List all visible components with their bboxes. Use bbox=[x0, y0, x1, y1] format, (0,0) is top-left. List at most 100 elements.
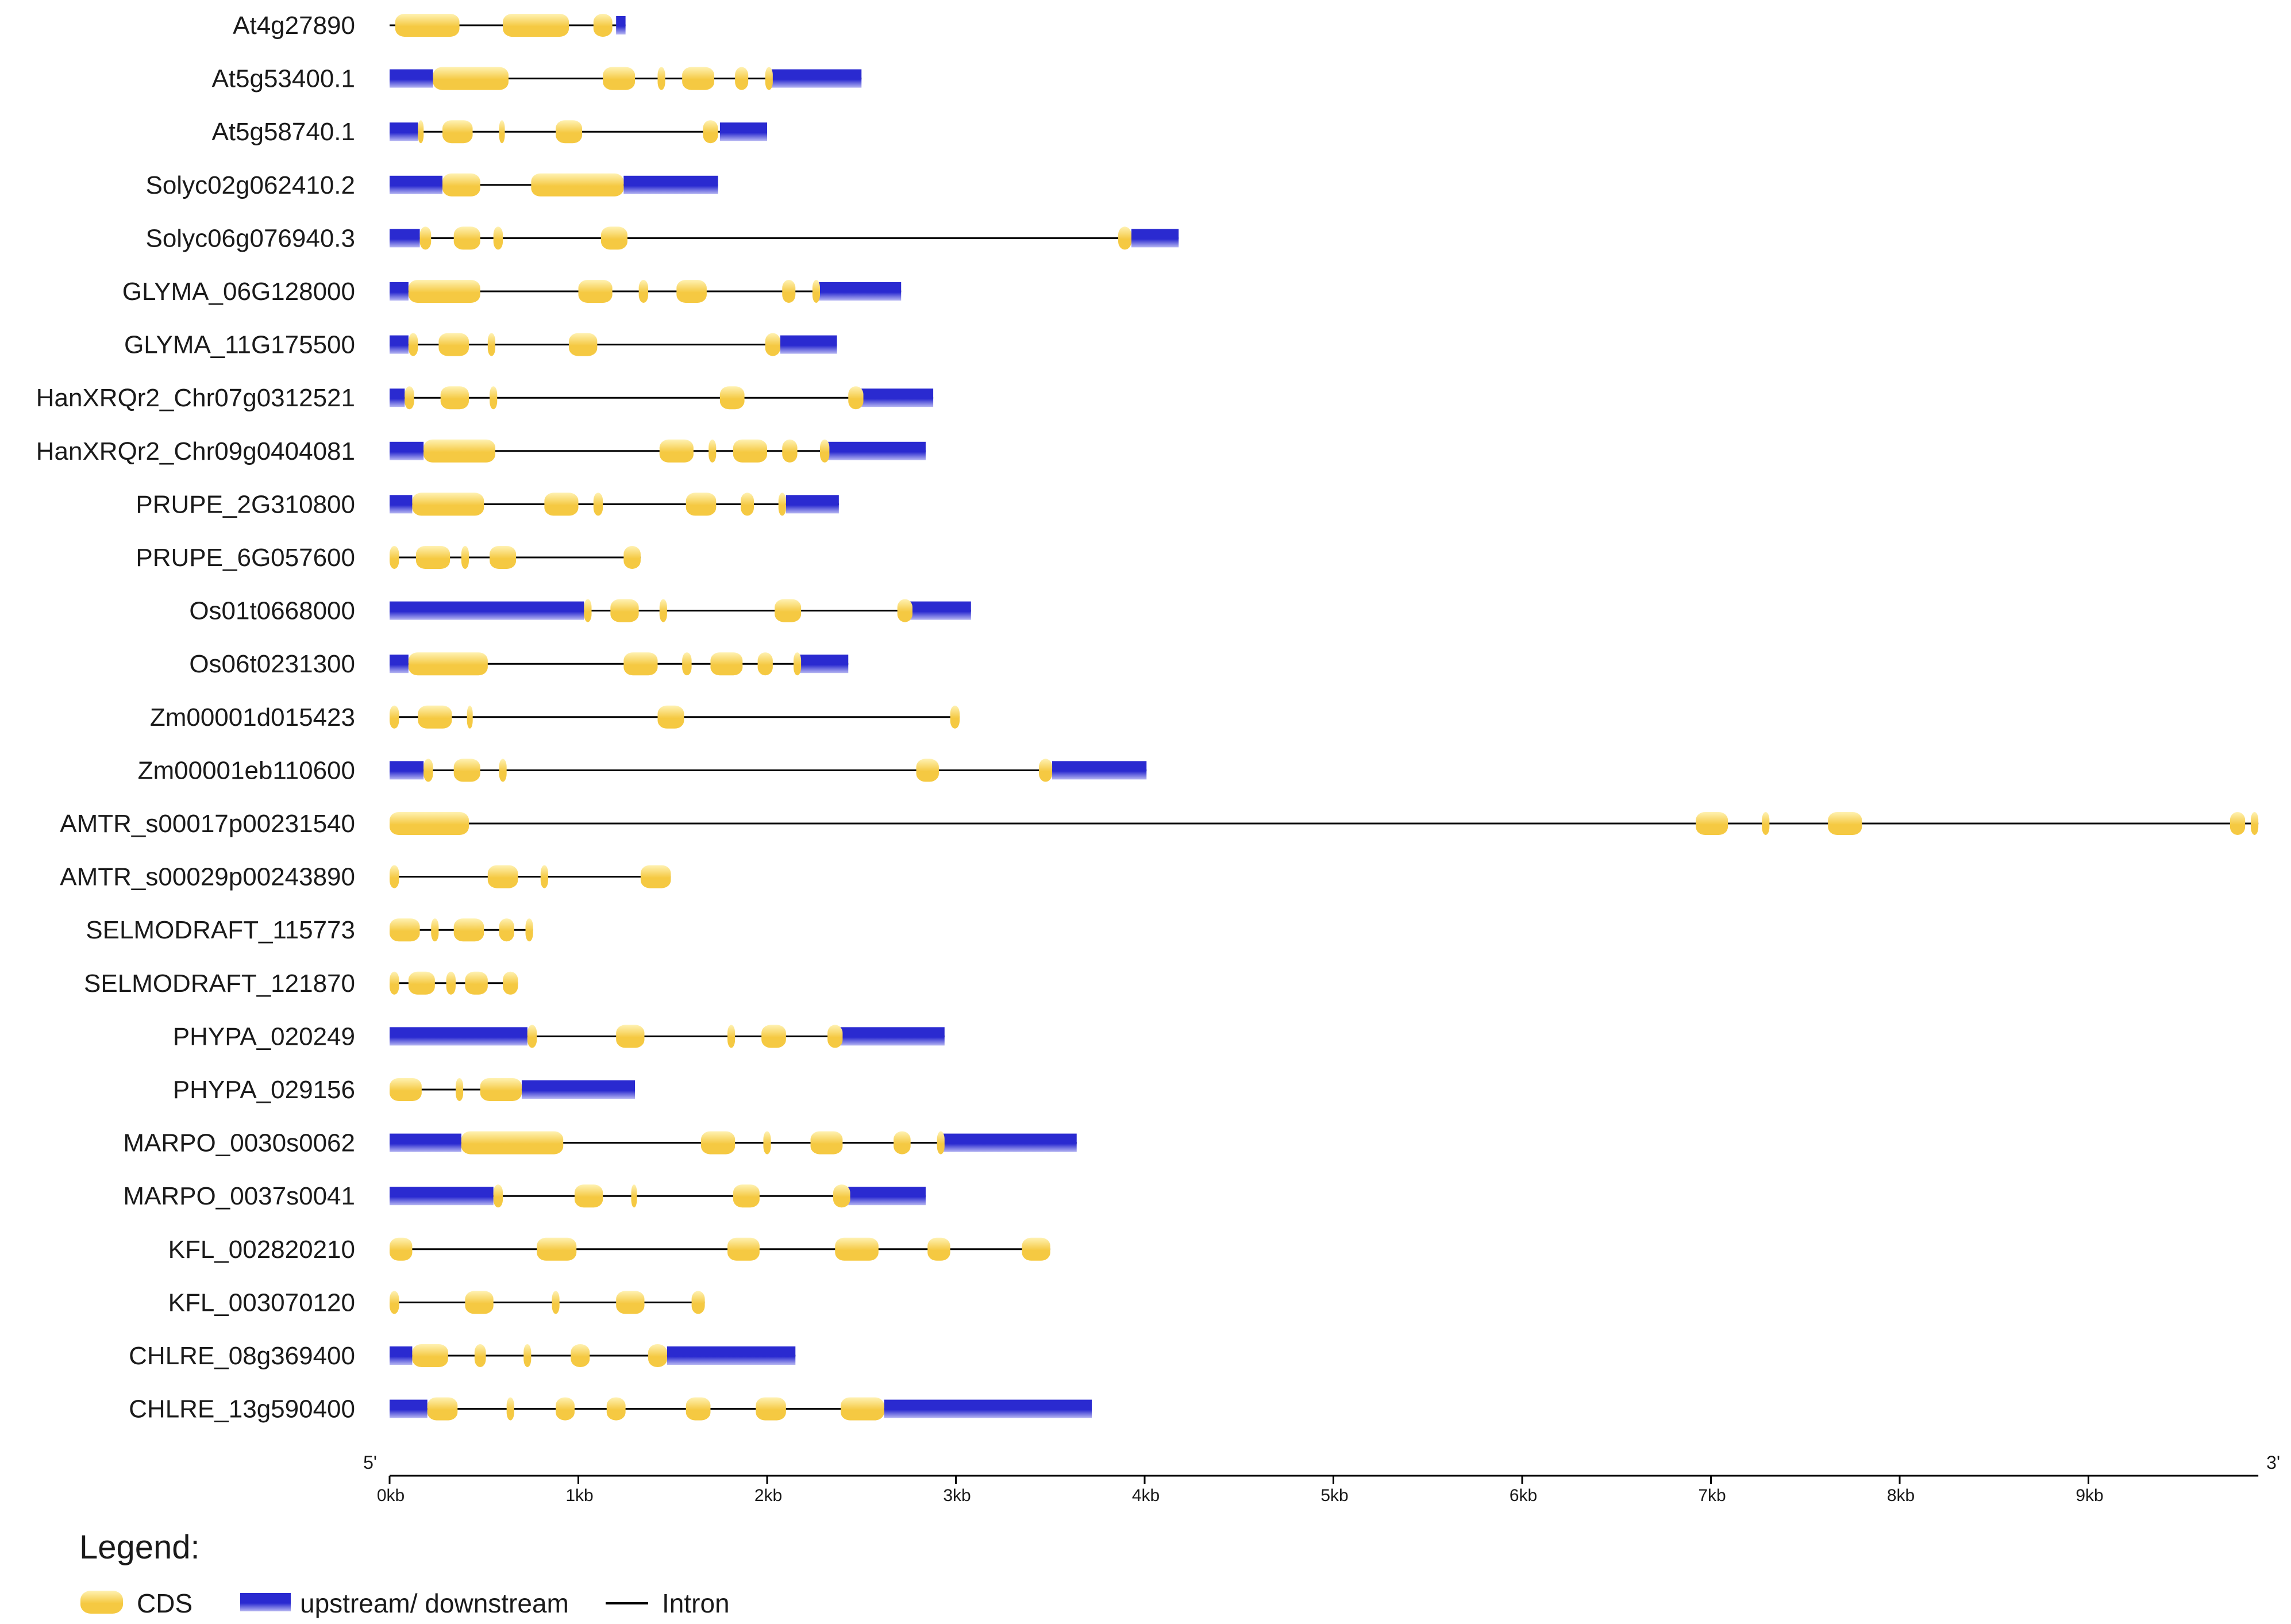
cds-segment bbox=[841, 1397, 884, 1421]
utr-segment bbox=[942, 1133, 1077, 1152]
utr-segment bbox=[521, 1080, 636, 1099]
cds-segment bbox=[1118, 226, 1132, 250]
scale-axis: 5' 3' 0kb 1kb 2kb 3kb 4kb 5kb 6kb 7kb 8kb 9kb bbox=[363, 1452, 2280, 1505]
cds-segment bbox=[616, 1291, 645, 1314]
legend-utr-swatch bbox=[240, 1593, 291, 1611]
cds-segment bbox=[819, 439, 830, 463]
utr-segment bbox=[390, 1027, 527, 1046]
cds-segment bbox=[741, 492, 754, 516]
gene-label: SELMODRAFT_121870 bbox=[84, 969, 355, 998]
utr-segment bbox=[838, 1027, 945, 1046]
cds-segment bbox=[735, 67, 749, 90]
cds-segment bbox=[682, 652, 692, 676]
gene-row: AMTR_s00029p00243890 bbox=[60, 863, 671, 891]
cds-segment bbox=[578, 280, 613, 303]
cds-segment bbox=[390, 1078, 422, 1101]
cds-segment bbox=[523, 1344, 532, 1367]
tick-label: 2kb bbox=[754, 1486, 782, 1505]
gene-row: Solyc06g076940.3 bbox=[145, 224, 1179, 252]
gene-label: AMTR_s00029p00243890 bbox=[60, 863, 355, 891]
gene-label: Solyc06g076940.3 bbox=[145, 224, 355, 252]
cds-segment bbox=[897, 599, 912, 622]
gene-label: Os01t0668000 bbox=[189, 597, 355, 625]
cds-segment bbox=[616, 1025, 645, 1048]
cds-segment bbox=[623, 652, 658, 676]
gene-label: Os06t0231300 bbox=[189, 650, 355, 678]
cds-segment bbox=[756, 1397, 786, 1421]
cds-segment bbox=[782, 439, 798, 463]
gene-row: HanXRQr2_Chr09g0404081 bbox=[36, 437, 926, 465]
tick-label: 8kb bbox=[1887, 1486, 1915, 1505]
cds-segment bbox=[812, 280, 820, 303]
cds-segment bbox=[659, 439, 694, 463]
cds-segment bbox=[408, 333, 418, 356]
cds-segment bbox=[544, 492, 579, 516]
cds-segment bbox=[395, 14, 460, 37]
utr-segment bbox=[1052, 761, 1147, 780]
gene-row: PRUPE_2G310800 bbox=[136, 490, 839, 518]
cds-segment bbox=[487, 333, 495, 356]
utr-segment bbox=[390, 495, 413, 514]
cds-segment bbox=[465, 971, 488, 995]
gene-label: Zm00001eb110600 bbox=[138, 756, 355, 784]
cds-segment bbox=[506, 1397, 514, 1421]
cds-segment bbox=[461, 546, 469, 569]
cds-segment bbox=[1762, 812, 1770, 835]
utr-segment bbox=[884, 1399, 1092, 1418]
utr-segment bbox=[390, 761, 424, 780]
utr-segment bbox=[390, 1187, 494, 1206]
cds-segment bbox=[390, 918, 420, 942]
cds-segment bbox=[793, 652, 802, 676]
cds-segment bbox=[487, 865, 518, 888]
cds-segment bbox=[490, 386, 498, 410]
legend-title: Legend: bbox=[79, 1529, 200, 1566]
cds-segment bbox=[765, 67, 773, 90]
gene-label: AMTR_s00017p00231540 bbox=[60, 810, 355, 838]
cds-segment bbox=[709, 439, 717, 463]
gene-label: KFL_003070120 bbox=[168, 1288, 355, 1317]
cds-segment bbox=[525, 918, 533, 942]
cds-segment bbox=[474, 1344, 486, 1367]
gene-row: SELMODRAFT_115773 bbox=[86, 916, 533, 944]
cds-segment bbox=[659, 599, 667, 622]
cds-segment bbox=[937, 1131, 945, 1154]
gene-row: MARPO_0037s0041 bbox=[123, 1182, 926, 1210]
cds-segment bbox=[431, 918, 439, 942]
cds-segment bbox=[423, 759, 433, 782]
cds-segment bbox=[727, 1025, 736, 1048]
cds-segment bbox=[499, 120, 505, 144]
gene-label: CHLRE_13g590400 bbox=[129, 1395, 355, 1423]
cds-segment bbox=[442, 173, 480, 197]
cds-segment bbox=[686, 492, 717, 516]
gene-label: At5g58740.1 bbox=[211, 118, 355, 146]
utr-segment bbox=[390, 69, 433, 88]
cds-segment bbox=[2251, 812, 2259, 835]
cds-segment bbox=[418, 705, 452, 729]
tick-label: 9kb bbox=[2076, 1486, 2103, 1505]
gene-label: SELMODRAFT_115773 bbox=[86, 916, 355, 944]
cds-segment bbox=[2230, 812, 2246, 835]
cds-segment bbox=[623, 546, 641, 569]
gene-row: PRUPE_6G057600 bbox=[136, 544, 641, 572]
cds-segment bbox=[827, 1025, 843, 1048]
cds-segment bbox=[593, 14, 613, 37]
cds-segment bbox=[757, 652, 773, 676]
cds-segment bbox=[390, 1291, 399, 1314]
cds-segment bbox=[648, 1344, 667, 1367]
gene-label: HanXRQr2_Chr07g0312521 bbox=[36, 384, 355, 412]
cds-segment bbox=[810, 1131, 843, 1154]
cds-segment bbox=[390, 865, 399, 888]
cds-segment bbox=[848, 386, 864, 410]
gene-label: GLYMA_11G175500 bbox=[124, 331, 355, 359]
cds-segment bbox=[733, 439, 767, 463]
legend-items: CDS upstream/ downstream Intron bbox=[80, 1588, 730, 1618]
cds-segment bbox=[390, 546, 399, 569]
gene-row: AMTR_s00017p00231540 bbox=[60, 810, 2259, 838]
utr-segment bbox=[799, 655, 849, 674]
cds-segment bbox=[418, 120, 424, 144]
tick-label: 7kb bbox=[1698, 1486, 1726, 1505]
cds-segment bbox=[835, 1237, 879, 1261]
cds-segment bbox=[894, 1131, 911, 1154]
cds-segment bbox=[412, 492, 484, 516]
cds-segment bbox=[631, 1184, 637, 1208]
